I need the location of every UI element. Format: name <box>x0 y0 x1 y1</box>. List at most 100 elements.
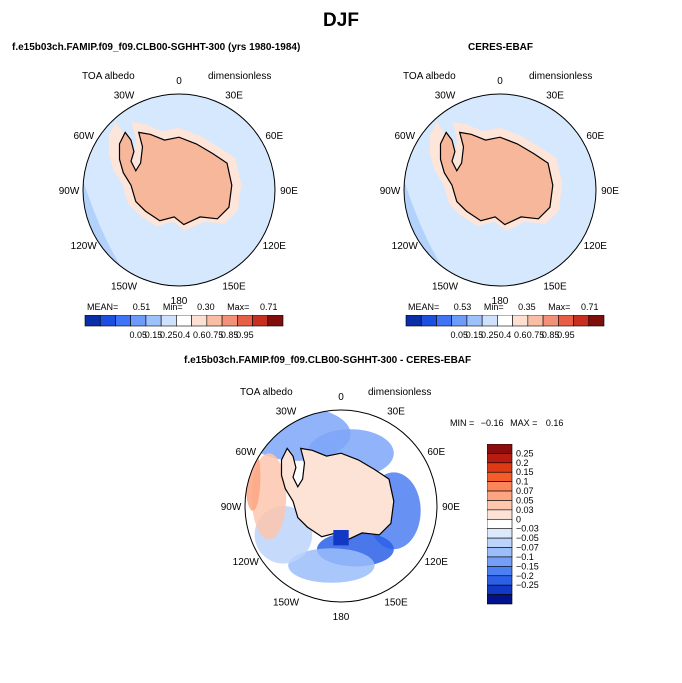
longitude-label: 30E <box>546 91 564 102</box>
panel-diff-max-label: MAX = <box>510 418 538 428</box>
colorbar-swatch <box>527 314 544 327</box>
colorbar-tick-label: −0.15 <box>516 561 539 571</box>
colorbar-swatch <box>84 314 101 327</box>
colorbar-swatch <box>145 314 162 327</box>
antarctica-landmass <box>118 131 233 226</box>
colorbar-swatch <box>512 314 529 327</box>
antarctica-landmass <box>439 131 554 226</box>
colorbar-tick-label: 0.2 <box>516 458 529 468</box>
colorbar-swatch <box>486 481 513 492</box>
longitude-label: 120E <box>584 241 608 252</box>
panel-obs-variable: TOA albedo <box>403 71 456 82</box>
panel-obs-map: 0 30E 60E 90E 120E 150E 180 150W 120W 90W 60W 30W <box>370 60 630 325</box>
longitude-label: 120E <box>425 557 449 568</box>
colorbar-swatch <box>436 314 452 327</box>
colorbar-swatch <box>99 314 116 327</box>
panel-obs-max-label: Max= <box>548 302 571 312</box>
colorbar-tick-label: −0.2 <box>516 571 534 581</box>
longitude-label: 150E <box>222 281 246 292</box>
longitude-label: 120E <box>263 241 287 252</box>
longitude-label: 60E <box>265 131 283 142</box>
panel-obs-units: dimensionless <box>529 71 593 82</box>
colorbar-tick-label: 0.05 <box>130 330 148 340</box>
colorbar-swatch <box>558 314 574 327</box>
map-boundary-circle <box>82 93 276 287</box>
colorbar-swatch <box>221 314 238 327</box>
colorbar-swatch <box>252 314 269 327</box>
colorbar-swatch <box>486 575 513 586</box>
difference-anomaly-patch <box>288 548 375 583</box>
longitude-label: 0 <box>176 76 182 87</box>
panel-obs-title: CERES-EBAF <box>468 42 534 53</box>
panel-obs-stats: MEAN= 0.53 Min= 0.35 Max= 0.71 <box>408 302 598 312</box>
longitude-label: 90E <box>280 186 298 197</box>
colorbar-swatch <box>191 314 208 327</box>
panel-obs-min: 0.35 <box>518 302 536 312</box>
difference-anomaly-patch <box>251 453 287 540</box>
panel-diff-units: dimensionless <box>368 387 432 398</box>
panel-model-variable: TOA albedo <box>82 71 135 82</box>
map-boundary-circle <box>403 93 597 287</box>
colorbar-swatch <box>486 584 513 595</box>
panel-model-map: 0 30E 60E 90E 120E 150E 180 150W 120W 90W 60W 30W <box>49 60 309 325</box>
longitude-label: 60W <box>235 447 256 458</box>
colorbar-tick-label: 0.4 <box>499 330 512 340</box>
longitude-label: 60W <box>394 131 415 142</box>
colorbar-tick-label: −0.07 <box>516 543 539 553</box>
colorbar-swatch <box>573 314 590 327</box>
panel-diff-max: 0.16 <box>545 418 564 428</box>
colorbar-swatch <box>451 314 468 327</box>
figure-title: DJF <box>323 10 359 31</box>
longitude-label: 180 <box>333 612 350 623</box>
colorbar-tick-label: 0.15 <box>466 330 484 340</box>
panel-model-max-label: Max= <box>227 302 250 312</box>
colorbar-tick-label: 0 <box>516 514 521 524</box>
colorbar-tick-label: 0.1 <box>516 477 529 487</box>
colorbar-tick-label: 0.07 <box>516 486 534 496</box>
colorbar-swatch <box>486 518 513 530</box>
colorbar-tick-label: 0.75 <box>527 330 545 340</box>
panel-obs-max: 0.71 <box>580 302 599 312</box>
colorbar-tick-label: 0.05 <box>451 330 469 340</box>
colorbar-tick-label: 0.03 <box>516 505 534 515</box>
panel-model-colorbar: 0.05 0.15 0.25 0.4 0.6 0.75 0.85 0.95 <box>75 314 293 347</box>
colorbar-tick-label: 0.75 <box>206 330 224 340</box>
longitude-label: 180 <box>171 296 188 307</box>
longitude-label: 150W <box>111 281 138 292</box>
longitude-label: 180 <box>492 296 509 307</box>
panel-model-min-label: Min= <box>162 302 183 312</box>
longitude-label: 90W <box>221 502 242 513</box>
difference-minimum-patch <box>333 530 349 546</box>
colorbar-swatch <box>486 556 513 567</box>
colorbar-swatch <box>486 490 513 501</box>
longitude-label: 30W <box>435 91 456 102</box>
colorbar-tick-label: 0.85 <box>221 330 239 340</box>
panel-obs-min-label: Min= <box>483 302 504 312</box>
colorbar-swatch <box>497 314 513 327</box>
panel-model-stats: MEAN= 0.51 Min= 0.30 Max= 0.71 <box>87 302 277 312</box>
panel-model-min: 0.30 <box>197 302 215 312</box>
colorbar-swatch <box>115 314 131 327</box>
longitude-label: 90W <box>59 186 80 197</box>
colorbar-tick-label: 0.05 <box>516 495 534 505</box>
colorbar-tick-label: 0.6 <box>514 330 527 340</box>
colorbar-tick-label: −0.05 <box>516 533 539 543</box>
colorbar-swatch <box>237 314 253 327</box>
colorbar-swatch <box>130 314 147 327</box>
colorbar-tick-label: 0.15 <box>145 330 163 340</box>
colorbar-swatch <box>486 509 513 520</box>
colorbar-swatch <box>486 594 513 605</box>
panel-obs-colorbar: 0.05 0.15 0.25 0.4 0.6 0.75 0.85 0.95 <box>396 314 614 347</box>
longitude-label: 90E <box>601 186 619 197</box>
panel-diff-variable: TOA albedo <box>240 387 293 398</box>
colorbar-tick-label: 0.95 <box>557 330 575 340</box>
longitude-label: 150E <box>384 597 408 608</box>
colorbar-swatch <box>481 314 498 327</box>
panel-model-mean-label: MEAN= <box>87 302 119 312</box>
colorbar-tick-label: 0.6 <box>193 330 206 340</box>
colorbar-swatch <box>486 528 513 539</box>
longitude-label: 30W <box>276 407 297 418</box>
colorbar-swatch <box>176 314 192 327</box>
longitude-label: 60E <box>427 447 445 458</box>
longitude-label: 30W <box>114 91 135 102</box>
